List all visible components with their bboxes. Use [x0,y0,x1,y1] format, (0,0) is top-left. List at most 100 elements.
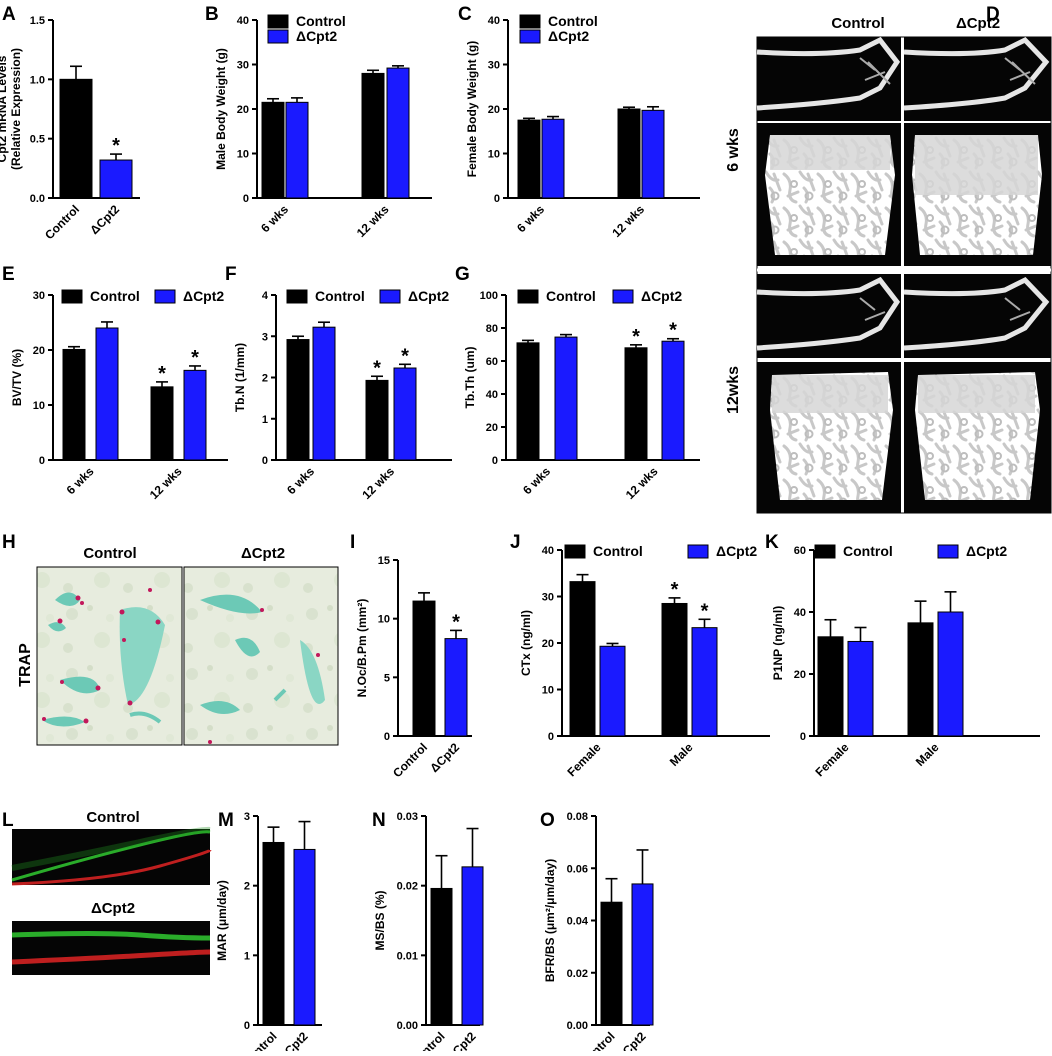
y-tick-label: 0.01 [397,950,418,962]
y-axis-label: BV/TV (%) [10,349,24,406]
y-tick-label: 2 [262,373,268,385]
y-tick-label: 4 [262,290,269,302]
y-tick-label: 30 [237,60,249,72]
x-category-label: Female [564,740,603,779]
bar-cpt2-1 [691,627,718,737]
panel-e-label: E [2,264,15,285]
y-axis-label: N.Oc/B.Pm (mm²) [355,599,369,698]
legend-swatch-cpt2 [379,289,401,304]
bar-control-1 [624,347,648,461]
panel-k-label: K [765,532,779,553]
bar-control [59,78,93,199]
panel-l-title-control: Control [86,809,139,826]
y-tick-label: 30 [33,290,45,302]
bar-control-1 [661,602,688,737]
panel-n-label: N [372,810,386,831]
panel-d-row-label-12wks: 12wks [725,366,742,414]
bar-cpt2 [444,638,468,737]
y-tick-label: 0 [262,455,268,467]
bar-cpt2-0 [599,645,626,737]
microct-6wks-control-3d [757,123,901,266]
y-tick-label: 0.02 [397,881,418,893]
microct-12wks-control-3d [757,362,901,513]
bar-cpt2-1 [641,109,665,199]
bar-cpt2-0 [312,326,336,461]
x-category-label: 12 wks [147,464,185,502]
y-axis-label: (Relative Expression) [9,48,23,170]
legend-label-cpt2: ΔCpt2 [296,28,337,44]
y-tick-label: 1.5 [30,15,45,27]
panel-l-calcein-labeling: L Control ΔCpt2 [2,809,212,975]
bar-control-0 [261,101,285,199]
panel-i-label: I [350,532,355,553]
x-category-label: Male [667,740,696,769]
microct-12wks-cpt2-3d [904,362,1051,513]
y-tick-label: 40 [794,607,806,619]
legend-swatch-cpt2 [937,544,959,559]
y-tick-label: 1.0 [30,74,45,86]
y-axis-label: Female Body Weight (g) [465,41,479,177]
y-tick-label: 0 [384,731,390,743]
x-category-label: 12 wks [359,464,397,502]
bar-cpt2-0 [95,327,119,461]
x-category-label: Control [42,202,82,242]
legend-swatch-control [61,289,83,304]
x-category-label: Female [812,740,851,779]
y-axis-label: Male Body Weight (g) [214,48,228,170]
panel-d-col-title-control: Control [831,15,884,32]
significance-star: * [452,611,460,633]
panel-j-label: J [510,532,521,553]
panel-l-label: L [2,810,14,831]
y-tick-label: 40 [486,389,498,401]
legend-label-control: Control [593,543,643,559]
legend-swatch-control [267,14,289,29]
panel-f-label: F [225,264,237,285]
y-axis-label: Cpt2 mRNA Levels [0,55,9,162]
y-tick-label: 1 [262,414,268,426]
microct-12wks-cpt2-section [903,274,1051,358]
x-category-label: ΔCpt2 [87,202,122,237]
y-tick-label: 0 [243,193,249,205]
y-tick-label: 0 [244,1020,250,1032]
legend-swatch-control [286,289,308,304]
y-tick-label: 30 [542,592,554,604]
legend-label-control: Control [90,288,140,304]
panel-a-label: A [2,4,16,25]
y-tick-label: 10 [237,149,249,161]
x-category-label: Male [913,740,942,769]
chart-panel-i: I 0 5 10 15 N.Oc/B.Pm (mm²) Control * ΔCpt2 [350,532,472,780]
trap-control-image [36,566,183,746]
y-tick-label: 0.04 [567,916,589,928]
legend-label-cpt2: ΔCpt2 [548,28,589,44]
y-tick-label: 3 [262,331,268,343]
bar-cpt2-1 [393,367,417,461]
legend-label-control: Control [296,13,346,29]
legend-label-control: Control [843,543,893,559]
y-tick-label: 0 [494,193,500,205]
panel-h-trap-staining: H Control ΔCpt2 TRAP [2,532,339,746]
y-tick-label: 1 [244,950,250,962]
bar-cpt2 [631,883,654,1026]
y-tick-label: 0 [800,731,806,743]
y-tick-label: 20 [794,669,806,681]
bar-control [600,901,623,1026]
panel-l-title-cpt2: ΔCpt2 [91,900,135,917]
x-category-label: ΔCpt2 [444,1029,479,1051]
significance-star: * [158,363,166,385]
chart-panel-c: C 0 10 20 30 40 Female Body Weight (g) 6 wks 12 … [458,4,700,240]
y-tick-label: 0.5 [30,134,45,146]
chart-panel-o: O 0.00 0.02 0.04 0.06 0.08 BFR/BS (μm²/μm/day)… [540,810,654,1056]
panel-o-label: O [540,810,555,831]
bar-cpt2-0 [541,118,565,199]
legend-swatch-control [814,544,836,559]
panel-b-label: B [205,4,219,25]
chart-panel-k: K 0 20 40 60 P1NP (ng/ml) Female Male Control ΔCp… [765,532,1040,779]
legend-swatch-cpt2 [687,544,709,559]
